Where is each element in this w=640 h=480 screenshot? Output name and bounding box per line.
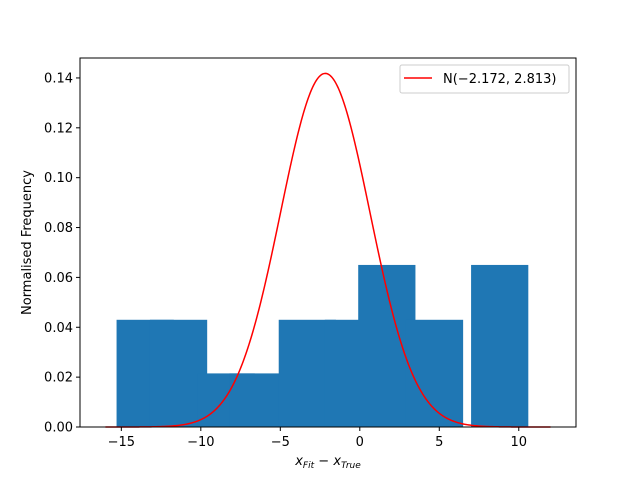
y-axis-ticks: 0.00 0.02 0.04 0.06 0.08 0.10 0.12 0.14 xyxy=(44,71,80,436)
y-tick-label: 0.10 xyxy=(44,171,73,186)
plot-frame xyxy=(79,57,577,428)
x-axis-label: xFit − xTrue xyxy=(294,454,361,471)
x-tick-label: 5 xyxy=(435,435,443,450)
histogram-bars xyxy=(116,264,529,427)
y-tick-label: 0.02 xyxy=(44,371,73,386)
legend-label: N(−2.172, 2.813) xyxy=(443,72,556,87)
y-tick-label: 0.00 xyxy=(44,421,73,436)
normal-curve-line xyxy=(105,72,551,428)
legend: N(−2.172, 2.813) xyxy=(399,64,570,94)
histogram-bar-9 xyxy=(471,264,529,427)
x-tick-label: −5 xyxy=(271,435,290,450)
x-axis-ticks: −15 −10 −5 0 5 10 xyxy=(108,427,527,450)
x-axis-label-base-1: x xyxy=(294,454,303,469)
x-axis-label-sub-2: True xyxy=(341,461,361,471)
x-tick-label: −15 xyxy=(108,435,135,450)
histogram-bar-8 xyxy=(405,319,464,427)
y-tick-label: 0.12 xyxy=(44,121,73,136)
y-axis-label: Normalised Frequency xyxy=(20,170,35,315)
histogram-bar-4 xyxy=(229,373,287,427)
y-tick-label: 0.06 xyxy=(44,271,73,286)
y-tick-label: 0.08 xyxy=(44,221,73,236)
x-axis-label-minus: − xyxy=(314,454,333,469)
x-axis-label-base-2: x xyxy=(332,454,341,469)
x-axis-label-sub-1: Fit xyxy=(303,461,315,471)
curve-layer xyxy=(105,72,551,428)
y-tick-label: 0.14 xyxy=(44,71,73,86)
x-tick-label: −10 xyxy=(187,435,214,450)
legend-box xyxy=(399,64,570,94)
y-tick-label: 0.04 xyxy=(44,321,73,336)
x-tick-label: 0 xyxy=(356,435,364,450)
x-tick-label: 10 xyxy=(510,435,527,450)
